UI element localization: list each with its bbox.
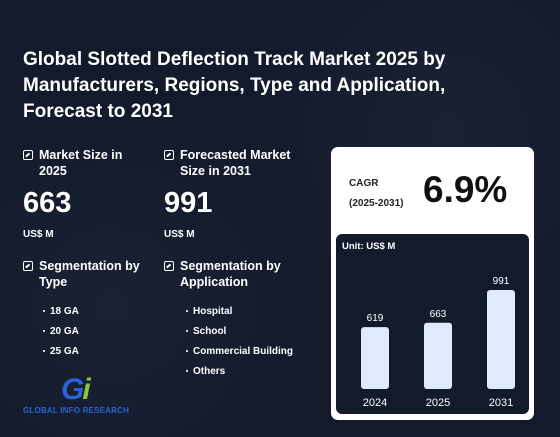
list-item: 18 GA — [43, 302, 153, 322]
market-size-block: Market Size in 2025 663 US$ M — [23, 147, 153, 240]
segmentation-application-block: Segmentation by Application Hospital Sch… — [164, 258, 324, 382]
chart-icon — [23, 150, 33, 160]
company-logo: Gi GLOBAL INFO RESEARCH — [23, 373, 143, 418]
chart-unit-label: Unit: US$ M — [342, 241, 396, 252]
forecast-value: 991 — [164, 187, 213, 219]
logo-brand-text: GLOBAL INFO RESEARCH — [23, 406, 130, 415]
chart-icon — [164, 261, 174, 271]
segmentation-application-label: Segmentation by Application — [180, 259, 281, 289]
forecast-label: Forecasted Market Size in 2031 — [180, 148, 291, 178]
list-item: Commercial Building — [186, 342, 324, 362]
list-item: 25 GA — [43, 342, 153, 362]
bar-2024 — [361, 327, 389, 389]
cagr-value: 6.9% — [423, 169, 508, 210]
chart-icon — [164, 150, 174, 160]
category-label: 2025 — [426, 397, 450, 409]
bar-chart-panel: Unit: US$ M 619 2024 663 2025 991 2031 — [336, 234, 529, 414]
data-label: 991 — [493, 276, 510, 287]
forecast-unit: US$ M — [164, 229, 195, 240]
market-size-unit: US$ M — [23, 229, 54, 240]
segmentation-type-block: Segmentation by Type 18 GA 20 GA 25 GA — [23, 258, 153, 362]
category-label: 2024 — [363, 397, 387, 409]
list-item: Hospital — [186, 302, 324, 322]
bar-2031 — [487, 290, 515, 389]
page-title: Global Slotted Deflection Track Market 2… — [23, 49, 446, 122]
data-label: 619 — [367, 313, 384, 324]
data-label: 663 — [430, 309, 447, 320]
bar-chart: 619 2024 663 2025 991 2031 — [361, 276, 515, 409]
bar-2025 — [424, 322, 452, 389]
list-item: 20 GA — [43, 322, 153, 342]
category-label: 2031 — [489, 397, 513, 409]
cagr-card: CAGR (2025-2031) 6.9% Unit: US$ M 619 202… — [331, 147, 534, 420]
cagr-label: CAGR (2025-2031) — [349, 178, 404, 209]
chart-icon — [23, 261, 33, 271]
market-size-value: 663 — [23, 187, 72, 219]
list-item: School — [186, 322, 324, 342]
segmentation-type-label: Segmentation by Type — [39, 259, 140, 289]
forecast-block: Forecasted Market Size in 2031 991 US$ M — [164, 147, 314, 240]
market-size-label: Market Size in 2025 — [39, 148, 123, 178]
list-item: Others — [186, 362, 324, 382]
logo-mark: Gi — [61, 373, 91, 406]
